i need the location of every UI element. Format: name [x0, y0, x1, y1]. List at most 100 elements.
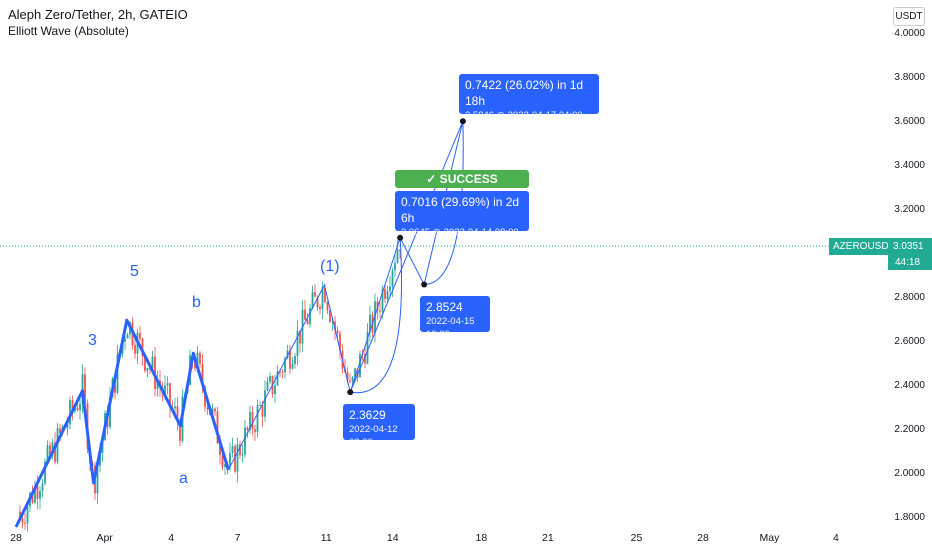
candle-body [39, 491, 41, 499]
y-tick-label: 2.4000 [894, 380, 925, 391]
candle-body [274, 385, 276, 394]
candle-body [19, 511, 21, 520]
candle-body [359, 354, 361, 378]
candle-body [326, 301, 329, 311]
candle-body [324, 287, 326, 302]
candle-body [366, 331, 369, 364]
bar-countdown: 44:18 [888, 255, 932, 270]
x-tick-label: 21 [542, 532, 554, 544]
candle-body [236, 444, 239, 472]
candle-body [231, 446, 234, 454]
pivot-callout-right[interactable]: 2.8524 2022-04-15 10:00 [420, 296, 490, 340]
candle-body [254, 429, 256, 432]
candle-body [224, 464, 226, 467]
candle-body [216, 411, 219, 444]
x-tick-label: 4 [833, 532, 839, 544]
projection-callout-mid[interactable]: 0.7016 (29.69%) in 2d 6h 3.0645 ◷ 2022-0… [395, 191, 529, 238]
y-tick-label: 3.6000 [894, 116, 925, 127]
y-tick-label: 4.0000 [894, 28, 925, 39]
candle-body [59, 428, 61, 434]
candle-body [194, 361, 196, 369]
wave-path-main [14, 318, 230, 528]
candle-body [44, 461, 46, 484]
pivot-marker [421, 281, 428, 288]
candle-body [109, 396, 111, 427]
candle-body [281, 371, 284, 373]
candle-body [339, 333, 341, 351]
candle-body [201, 363, 204, 387]
candle-body [266, 381, 269, 391]
candle-body [306, 319, 309, 325]
candle-body [349, 380, 351, 382]
success-badge: ✓ SUCCESS [395, 170, 529, 188]
candle-body [331, 321, 334, 323]
candle-body [21, 519, 24, 523]
candle-body [276, 371, 279, 386]
candle-body [399, 249, 401, 252]
pivot-callout-left[interactable]: 2.3629 2022-04-12 02:00 [343, 404, 415, 448]
y-tick-label: 3.4000 [894, 160, 925, 171]
candle-body [124, 338, 126, 342]
callout-mid-sub: 3.0645 ◷ 2022-04-14 08:00 [401, 227, 519, 238]
pivot-marker [347, 389, 354, 396]
y-tick-label: 1.8000 [894, 512, 925, 523]
candle-body [176, 406, 179, 423]
candle-body [74, 407, 76, 412]
candle-body [354, 368, 356, 378]
candle-body [269, 376, 271, 382]
candle-body [279, 371, 281, 373]
candle-body [386, 291, 389, 299]
x-tick-label: 11 [321, 532, 332, 544]
time-axis[interactable]: 28 Apr 4 7 11 14 18 21 25 28 May 4 [10, 532, 839, 544]
currency-badge[interactable]: USDT [893, 7, 925, 26]
candle-body [389, 286, 391, 292]
candle-body [156, 380, 159, 390]
y-tick-label: 3.8000 [894, 72, 925, 83]
callout-top-main: 0.7422 (26.02%) in 1d 18h [465, 78, 584, 108]
x-tick-label: Apr [96, 532, 113, 544]
indicator-name[interactable]: Elliott Wave (Absolute) [8, 24, 129, 38]
candle-body [289, 350, 291, 369]
callout-right-sub: 2022-04-15 10:00 [426, 316, 475, 340]
x-tick-label: 7 [235, 532, 241, 544]
y-tick-label: 2.6000 [894, 336, 925, 347]
candle-body [234, 446, 236, 472]
symbol-title[interactable]: Aleph Zero/Tether, 2h, GATEIO [8, 7, 188, 22]
projection-line [349, 120, 464, 393]
wave-label-a: a [179, 470, 188, 487]
candle-body [116, 354, 119, 393]
candle-body [84, 374, 86, 403]
candle-body [286, 350, 289, 359]
x-tick-label: May [760, 532, 781, 544]
candle-body [336, 330, 339, 334]
candle-body [221, 455, 224, 467]
candle-body [69, 400, 71, 425]
candle-body [251, 411, 254, 430]
candle-body [229, 453, 231, 468]
y-tick-label: 2.0000 [894, 468, 925, 479]
candle-body [41, 483, 44, 492]
candle-body [179, 422, 181, 441]
candle-body [261, 405, 264, 417]
candle-body [206, 406, 209, 410]
projection-callout-top[interactable]: 0.7422 (26.02%) in 1d 18h 3.5946 ◷ 2022-… [459, 74, 599, 121]
candle-body [291, 363, 294, 369]
candle-body [79, 403, 81, 411]
wave-label-3: 3 [88, 332, 97, 349]
candle-body [314, 292, 316, 297]
price-axis[interactable]: 1.80002.00002.20002.40002.60002.80003.00… [894, 28, 925, 523]
candle-body [66, 424, 69, 429]
candle-body [334, 321, 336, 331]
candle-body [396, 249, 399, 263]
candle-body [34, 485, 36, 503]
candle-body [246, 427, 249, 430]
projection-arc [424, 121, 464, 285]
candle-body [264, 390, 266, 417]
candle-body [351, 377, 354, 382]
candle-body [364, 354, 366, 364]
candle-body [376, 301, 379, 311]
y-tick-label: 2.2000 [894, 424, 925, 435]
candle-body [99, 452, 101, 466]
wave-label-1: (1) [320, 258, 340, 275]
